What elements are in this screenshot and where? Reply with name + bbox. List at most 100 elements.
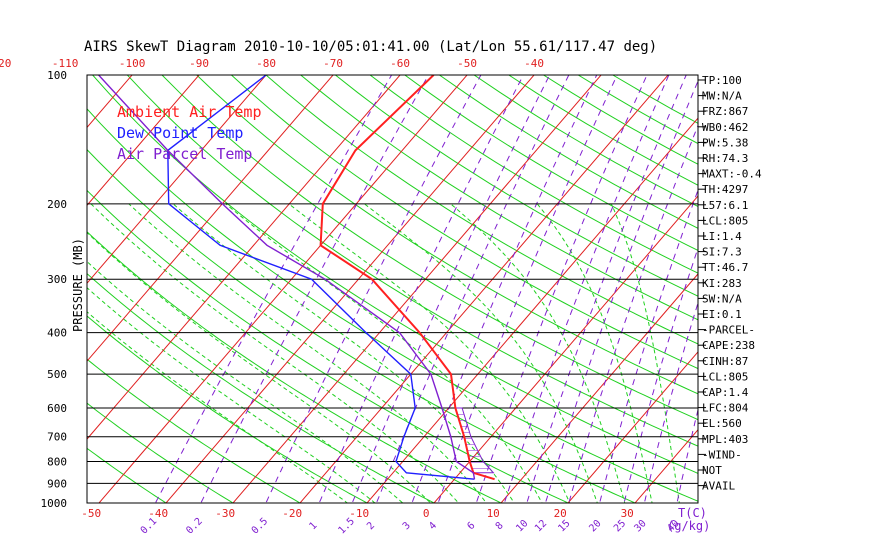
bottom-temp-tick-label: 0 (423, 507, 430, 520)
side-panel-value: TP:100 (702, 74, 742, 87)
chart-title: AIRS SkewT Diagram 2010-10-10/05:01:41.0… (84, 39, 657, 55)
moist-adiabat (90, 203, 460, 503)
isotherm (87, 75, 200, 207)
mixing-ratio-line (526, 75, 687, 503)
mixing-ratio-line (544, 79, 698, 503)
mixing-ratio-line (437, 75, 618, 503)
pressure-tick-labels: 100 200 300 400 500 600 700 800 900 1000 (41, 69, 68, 510)
side-panel-value: MAXT:-0.4 (702, 168, 762, 181)
side-panel-value: TT:46.7 (702, 261, 748, 274)
dry-adiabat-lines (87, 75, 698, 503)
pressure-tick-label: 800 (47, 456, 67, 469)
bottom-temp-tick-label: 30 (621, 507, 634, 520)
side-panel-value: CINH:87 (702, 355, 748, 368)
moist-adiabat (363, 203, 598, 503)
moist-adiabat (610, 203, 680, 503)
moist-adiabat (87, 231, 432, 503)
bottom-temp-tick-label: 20 (554, 507, 567, 520)
pressure-tick-label: 200 (47, 198, 67, 211)
bottom-temp-tick-label: -20 (282, 507, 302, 520)
top-temp-tick-label: -90 (189, 57, 209, 70)
dry-adiabat (87, 231, 503, 503)
mixing-ratio-line (318, 75, 524, 503)
side-panel-value: LI:1.4 (702, 230, 742, 243)
side-panel-value: MW:N/A (702, 90, 742, 103)
pressure-tick-label: 400 (47, 327, 67, 340)
moist-adiabat (288, 203, 571, 503)
moist-adiabat (172, 203, 515, 503)
side-panel-value: EI:0.1 (702, 308, 742, 321)
moist-adiabat (450, 203, 626, 503)
isotherm (634, 428, 698, 503)
isotherm (87, 75, 334, 362)
side-panel-value: MPL:403 (702, 433, 748, 446)
dry-adiabat (231, 75, 698, 370)
side-panel-value: -WIND- (702, 448, 742, 461)
dry-adiabat (473, 75, 698, 208)
legend: Ambient Air Temp Dew Point Temp Air Parcel… (117, 103, 262, 163)
y-axis-label: PRESSURE (MB) (71, 238, 85, 332)
top-temp-tick-label: -110 (52, 57, 79, 70)
dry-adiabat (265, 75, 698, 345)
isotherm (87, 75, 401, 440)
mixing-ratio-unit: (g/kg) (667, 519, 710, 533)
mixing-ratio-tick-label: 6 (466, 520, 478, 532)
dry-adiabat (87, 108, 698, 502)
bottom-temp-tick-label: -50 (81, 507, 101, 520)
dry-adiabat (87, 402, 234, 503)
side-panel-value: SI:7.3 (702, 246, 742, 259)
side-panel-value: EL:560 (702, 417, 742, 430)
dry-adiabat (369, 75, 698, 274)
bottom-temp-tick-label: -30 (215, 507, 235, 520)
isotherm (567, 351, 698, 503)
mixing-ratio-line (475, 75, 648, 503)
side-panel-value: PW:5.38 (702, 136, 748, 149)
pressure-tick-label: 100 (47, 69, 67, 82)
mixing-ratio-tick-label: 2 (365, 520, 377, 532)
top-temperature-tick-labels: -120 -110 -100 -90 -80 -70 -60 -50 -40 (0, 57, 544, 70)
top-temp-tick-label: -120 (0, 57, 11, 70)
isotherm (299, 75, 669, 503)
isotherm (761, 65, 870, 512)
isotherm (0, 65, 6, 512)
moist-adiabat (87, 311, 349, 503)
top-temp-tick-label: -80 (256, 57, 276, 70)
mixing-ratio-tick-label: 15 (556, 518, 572, 534)
stability-index-panel: TP:100 MW:N/A FRZ:867 WB0:462 PW:5.38 RH:74.3… (698, 74, 762, 493)
top-temp-tick-label: -40 (524, 57, 544, 70)
mixing-ratio-tick-label: 1 (308, 520, 320, 532)
top-temp-tick-label: -70 (323, 57, 343, 70)
mixing-ratio-tick-label: 0.2 (184, 516, 205, 537)
mixing-ratio-line (643, 301, 698, 503)
mixing-ratio-line (265, 75, 482, 503)
top-temp-tick-label: -60 (390, 57, 410, 70)
mixing-ratio-line (623, 246, 698, 503)
dry-adiabat (126, 75, 698, 447)
pressure-tick-label: 700 (47, 431, 67, 444)
side-panel-value: FRZ:867 (702, 105, 748, 118)
dry-adiabat (300, 75, 698, 321)
mixing-ratio-tick-label: 3 (401, 520, 413, 532)
legend-entry: Dew Point Temp (117, 124, 243, 142)
mixing-ratio-tick-label: 30 (632, 518, 648, 534)
isotherm (0, 65, 73, 512)
mixing-ratio-tick-label: 8 (494, 520, 506, 532)
side-panel-value: RH:74.3 (702, 152, 748, 165)
dry-adiabat (196, 75, 698, 395)
dry-adiabat (87, 189, 570, 503)
moist-adiabat-lines (87, 203, 680, 503)
pressure-tick-label: 600 (47, 402, 67, 415)
x-axis-label: T(C) (678, 506, 707, 520)
isotherm-lines (0, 65, 870, 512)
dry-adiabat (87, 447, 167, 503)
mixing-ratio-tick-label: 4 (427, 520, 439, 532)
mixing-ratio-tick-label: 25 (612, 518, 628, 534)
pressure-tick-label: 900 (47, 477, 67, 490)
side-panel-value: CAP:1.4 (702, 386, 749, 399)
plot-frame (86, 74, 699, 504)
mixing-ratio-line (503, 75, 670, 503)
sounding-series (98, 75, 495, 481)
dry-adiabat (87, 148, 637, 503)
series-line-3 (98, 75, 476, 480)
side-panel-value: -PARCEL- (702, 324, 755, 337)
